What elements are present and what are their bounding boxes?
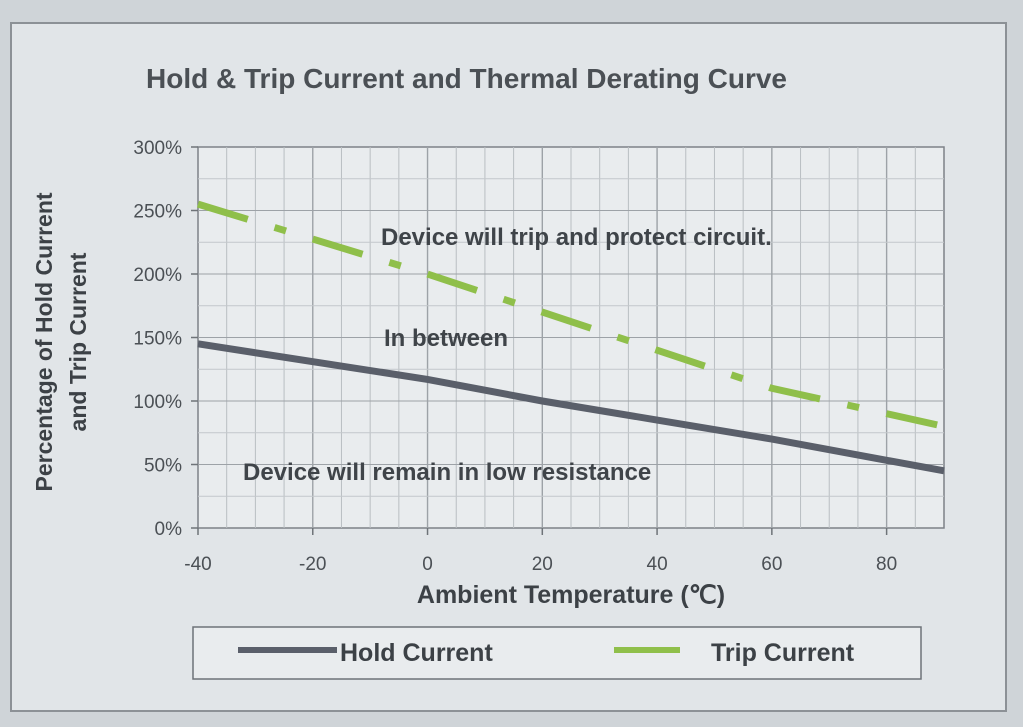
series-layer: [196, 200, 945, 475]
x-axis-ticks: -40 -20 0 20 40 60 80: [184, 528, 897, 575]
x-tick-label: -20: [299, 554, 326, 575]
x-axis-label: Ambient Temperature (℃): [417, 581, 725, 609]
y-tick-label: 0%: [155, 519, 183, 540]
y-axis-ticks: 0% 50% 100% 150% 200% 250% 300%: [133, 138, 198, 540]
chart-title: Hold & Trip Current and Thermal Derating…: [146, 63, 787, 94]
x-tick-label: 80: [876, 554, 897, 575]
y-axis-label: Percentage of Hold Current and Trip Curr…: [31, 192, 91, 491]
legend-label-trip-current: Trip Current: [711, 639, 855, 667]
series-line-trip-current: [196, 200, 945, 430]
y-tick-label: 300%: [133, 138, 182, 159]
y-tick-label: 50%: [144, 456, 182, 477]
annotation-trip-region: Device will trip and protect circuit.: [381, 224, 772, 251]
x-tick-label: -40: [184, 554, 211, 575]
x-tick-label: 60: [761, 554, 782, 575]
annotation-in-between: In between: [384, 325, 508, 352]
y-axis-label-line-2: and Trip Current: [65, 252, 91, 431]
legend-label-hold-current: Hold Current: [340, 639, 493, 667]
y-tick-label: 200%: [133, 265, 182, 286]
y-tick-label: 150%: [133, 329, 182, 350]
x-tick-label: 20: [532, 554, 553, 575]
legend: Hold Current Trip Current: [192, 626, 922, 680]
y-tick-label: 250%: [133, 202, 182, 223]
x-tick-label: 0: [422, 554, 433, 575]
y-axis-label-line-1: Percentage of Hold Current: [31, 192, 57, 491]
series-line-hold-current: [197, 340, 945, 475]
x-tick-label: 40: [647, 554, 668, 575]
y-tick-label: 100%: [133, 392, 182, 413]
grid-lines: [198, 147, 944, 528]
annotation-low-resistance: Device will remain in low resistance: [243, 459, 651, 486]
